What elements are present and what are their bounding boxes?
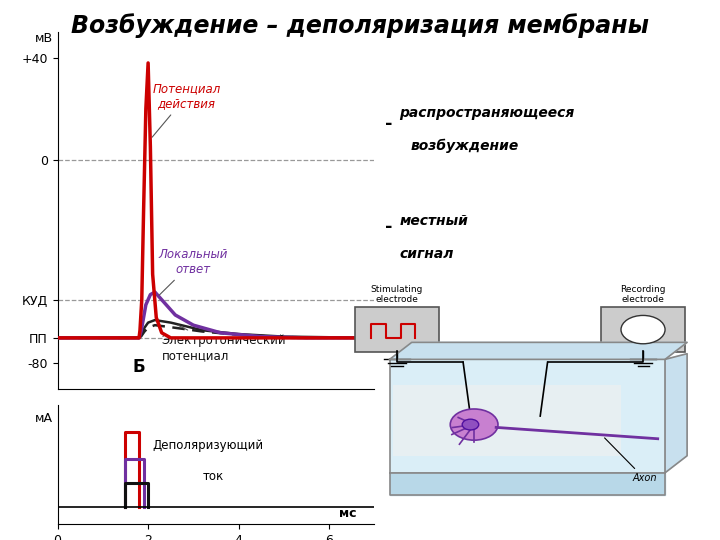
Text: -: - xyxy=(385,115,392,133)
Text: Локальный
ответ: Локальный ответ xyxy=(158,247,228,295)
Text: Б: Б xyxy=(132,358,145,376)
Text: мс: мс xyxy=(339,508,356,521)
Text: Stimulating
electrode: Stimulating electrode xyxy=(371,285,423,304)
Text: сигнал: сигнал xyxy=(400,247,454,261)
Text: распространяющееся: распространяющееся xyxy=(400,106,575,120)
Polygon shape xyxy=(390,473,665,496)
Text: Возбуждение – деполяризация мембраны: Возбуждение – деполяризация мембраны xyxy=(71,14,649,38)
FancyBboxPatch shape xyxy=(393,385,621,456)
FancyBboxPatch shape xyxy=(600,307,685,352)
FancyBboxPatch shape xyxy=(390,360,665,473)
Text: мА: мА xyxy=(35,412,53,425)
FancyBboxPatch shape xyxy=(355,307,439,352)
Text: мВ: мВ xyxy=(35,32,53,45)
Text: Axon: Axon xyxy=(605,438,657,483)
Text: Электротонический
потенциал: Электротонический потенциал xyxy=(162,325,287,362)
Polygon shape xyxy=(665,354,687,473)
Text: местный: местный xyxy=(400,214,469,228)
Text: ток: ток xyxy=(202,470,224,483)
Text: -: - xyxy=(385,218,392,236)
Text: Деполяризующий: Деполяризующий xyxy=(153,439,264,452)
Ellipse shape xyxy=(621,315,665,344)
Ellipse shape xyxy=(450,409,498,440)
Text: Recording
electrode: Recording electrode xyxy=(621,285,666,304)
Text: возбуждение: возбуждение xyxy=(410,139,518,153)
Text: Потенциал
действия: Потенциал действия xyxy=(152,82,221,137)
Polygon shape xyxy=(390,342,687,360)
Ellipse shape xyxy=(462,419,479,430)
